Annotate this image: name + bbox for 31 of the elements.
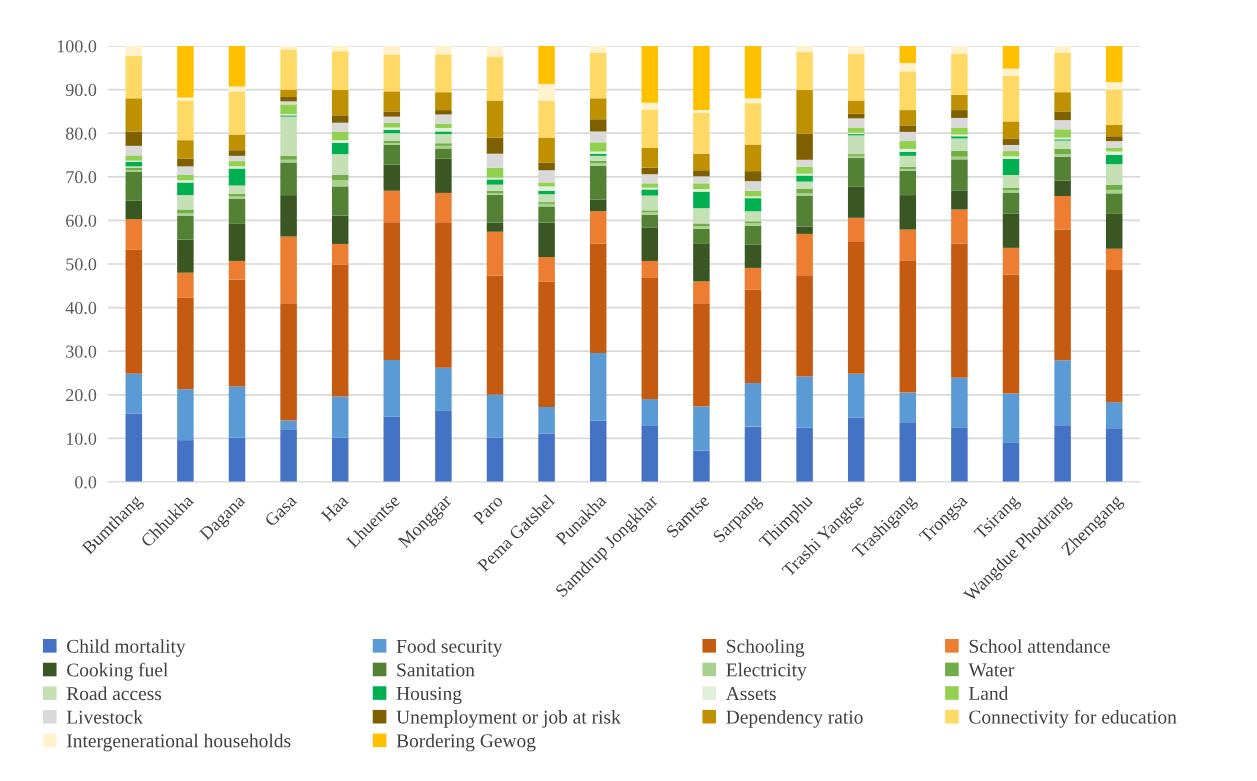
- legend-label: Cooking fuel: [67, 662, 168, 681]
- legend-label: Child mortality: [67, 639, 186, 657]
- legend-label: Schooling: [727, 639, 805, 657]
- y-tick-label: 10.0: [66, 432, 97, 445]
- legend-label: Electricity: [726, 662, 807, 681]
- y-tick-label: 30.0: [66, 345, 97, 358]
- y-tick-label: 0.0: [75, 476, 97, 489]
- legend-label: Bordering Gewog: [396, 733, 536, 752]
- y-tick-label: 70.0: [66, 171, 97, 184]
- legend-label: Intergenerational households: [66, 733, 291, 752]
- y-tick-label: 40.0: [65, 301, 97, 315]
- legend-label: Housing: [396, 686, 462, 705]
- legend-label: Land: [968, 686, 1009, 700]
- legend-label: Sanitation: [397, 663, 475, 677]
- y-tick-label: 80.0: [65, 127, 97, 140]
- legend-label: Assets: [725, 687, 776, 701]
- y-tick-label: 20.0: [66, 389, 97, 402]
- legend-label: Food security: [396, 639, 503, 657]
- x-tick-label: Paro: [472, 494, 504, 526]
- legend-label: Connectivity for education: [969, 709, 1177, 728]
- legend-label: Unemployment or job at risk: [396, 710, 621, 728]
- x-tick-label: Gasa: [264, 493, 298, 528]
- y-tick-label: 100.0: [57, 40, 97, 53]
- legend-label: Water: [968, 663, 1015, 677]
- legend-label: Livestock: [66, 710, 143, 724]
- y-tick-label: 90.0: [65, 83, 97, 97]
- legend-label: School attendance: [969, 639, 1110, 653]
- y-tick-label: 50.0: [66, 258, 97, 271]
- legend-label: Road access: [66, 686, 162, 701]
- y-tick-label: 60.0: [66, 214, 97, 227]
- legend-label: Dependency ratio: [726, 710, 863, 728]
